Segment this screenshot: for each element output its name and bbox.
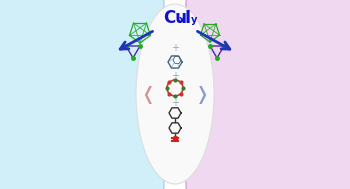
Ads.@77k bbox=[330, 11, 334, 13]
Text: I: I bbox=[184, 9, 190, 27]
FancyBboxPatch shape bbox=[96, 130, 127, 144]
FancyBboxPatch shape bbox=[0, 0, 164, 189]
Text: +: + bbox=[171, 43, 179, 53]
Line: Des.@77k: Des.@77k bbox=[197, 10, 342, 91]
FancyBboxPatch shape bbox=[67, 111, 98, 125]
Text: ❬: ❬ bbox=[140, 86, 155, 104]
Ads.@77k bbox=[197, 43, 202, 46]
Text: y: y bbox=[191, 15, 197, 25]
FancyBboxPatch shape bbox=[8, 130, 39, 144]
FancyBboxPatch shape bbox=[37, 149, 68, 163]
Des.@77k bbox=[201, 18, 205, 21]
Des.@77k bbox=[339, 10, 343, 12]
Des.@77k bbox=[324, 10, 328, 13]
FancyBboxPatch shape bbox=[37, 130, 68, 144]
Ads.@77k bbox=[205, 16, 210, 18]
Legend: Ads.@77k, Des.@77k: Ads.@77k, Des.@77k bbox=[306, 75, 339, 88]
Text: x: x bbox=[179, 15, 185, 25]
Des.@77k bbox=[205, 15, 210, 17]
FancyBboxPatch shape bbox=[67, 168, 98, 182]
Text: ❭: ❭ bbox=[195, 86, 210, 104]
Des.@77k bbox=[197, 53, 201, 56]
Des.@77k bbox=[330, 10, 334, 12]
Y-axis label: Uptake amount (cm³ g⁻¹): Uptake amount (cm³ g⁻¹) bbox=[178, 17, 183, 79]
X-axis label: Relative Pressure (P/P$_0$): Relative Pressure (P/P$_0$) bbox=[238, 101, 301, 110]
FancyBboxPatch shape bbox=[96, 111, 127, 125]
Text: Cu: Cu bbox=[163, 9, 187, 27]
FancyBboxPatch shape bbox=[96, 149, 127, 163]
FancyBboxPatch shape bbox=[125, 130, 156, 144]
Ellipse shape bbox=[136, 4, 214, 184]
FancyBboxPatch shape bbox=[67, 130, 98, 144]
X-axis label: Wavelength (nm): Wavelength (nm) bbox=[57, 101, 104, 106]
FancyBboxPatch shape bbox=[186, 0, 350, 189]
Line: Ads.@77k: Ads.@77k bbox=[197, 11, 342, 92]
Des.@77k bbox=[196, 89, 200, 91]
FancyBboxPatch shape bbox=[37, 111, 68, 125]
Des.@77k bbox=[197, 43, 202, 45]
FancyBboxPatch shape bbox=[67, 149, 98, 163]
FancyBboxPatch shape bbox=[67, 92, 98, 106]
Text: +: + bbox=[171, 71, 179, 81]
Ads.@77k bbox=[197, 54, 201, 57]
Ads.@77k bbox=[196, 90, 200, 92]
Ads.@77k bbox=[201, 19, 205, 22]
Text: +: + bbox=[171, 98, 179, 108]
Ads.@77k bbox=[339, 11, 343, 13]
Ads.@77k bbox=[324, 11, 328, 14]
